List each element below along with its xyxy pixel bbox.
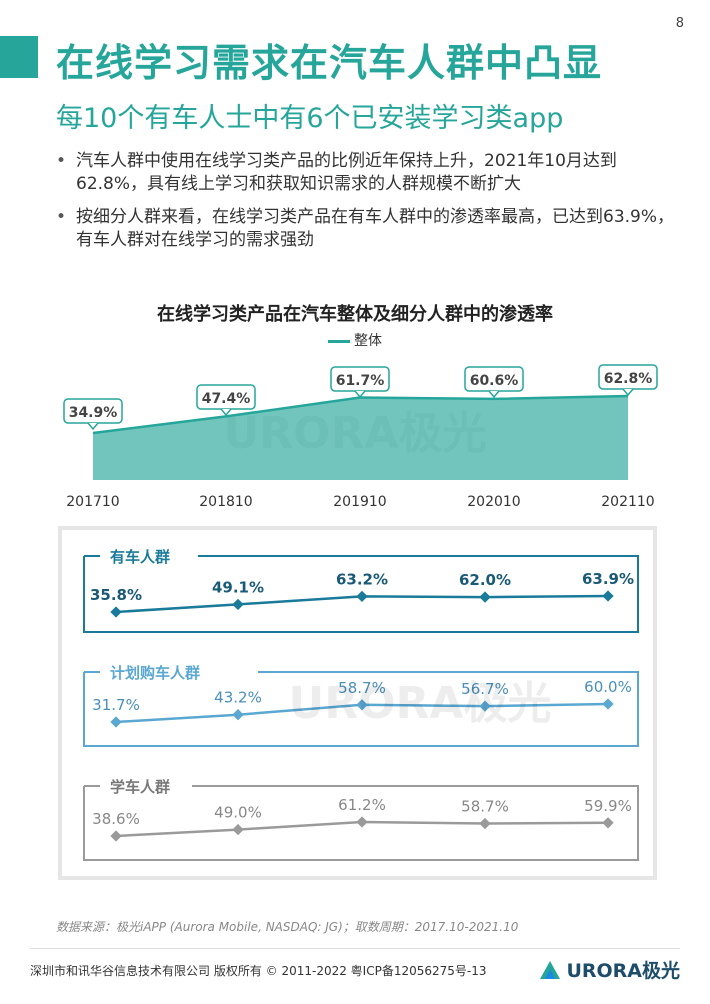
segment-point <box>356 816 368 828</box>
x-tick-label: 202010 <box>467 494 520 510</box>
segment-name: 有车人群 <box>110 548 170 566</box>
segment-point <box>479 700 491 712</box>
data-label: 47.4% <box>202 391 251 407</box>
segment-frame <box>83 785 639 861</box>
segment-point <box>356 699 368 711</box>
bullet-list: 汽车人群中使用在线学习类产品的比例近年保持上升，2021年10月达到62.8%，… <box>56 150 676 262</box>
data-label-pointer <box>220 408 232 417</box>
data-label: 60.6% <box>470 373 519 389</box>
title-accent-bar <box>0 36 38 78</box>
x-tick-label: 202110 <box>601 494 654 510</box>
page-number: 8 <box>675 16 684 31</box>
segment-panel <box>58 526 657 880</box>
segment-value-label: 49.1% <box>212 578 264 596</box>
segment-name: 计划购车人群 <box>110 664 200 682</box>
segment-value-label: 38.6% <box>92 810 140 828</box>
segment-point <box>232 823 244 836</box>
area-fill <box>93 396 628 480</box>
segment-value-label: 58.7% <box>461 798 509 816</box>
data-label: 62.8% <box>604 371 653 387</box>
watermark-text: URORA极光 <box>289 678 552 729</box>
segment-value-label: 49.0% <box>214 804 262 822</box>
legend-swatch <box>328 339 350 343</box>
data-label-pointer <box>488 390 500 399</box>
chart-canvas: URORA极光 34.9% 47.4% 61.7% 60.6% 62.8% 201710 20… <box>58 364 658 880</box>
x-tick-label: 201710 <box>66 494 119 510</box>
segment-value-label: 62.0% <box>459 571 511 589</box>
segment-point <box>602 590 614 602</box>
bullet-item: 按细分人群来看，在线学习类产品在有车人群中的渗透率最高，已达到63.9%，有车人… <box>56 206 676 252</box>
data-label: 34.9% <box>69 405 118 421</box>
segment-frame <box>83 671 639 747</box>
segment-frame <box>83 555 639 633</box>
segment-value-label: 59.9% <box>584 797 632 815</box>
segment-point <box>479 591 491 603</box>
bullet-item: 汽车人群中使用在线学习类产品的比例近年保持上升，2021年10月达到62.8%，… <box>56 150 676 196</box>
page-title: 在线学习需求在汽车人群中凸显 <box>56 41 603 85</box>
segment-value-label: 61.2% <box>338 796 386 814</box>
footer-divider <box>30 948 680 949</box>
segment-value-label: 58.7% <box>338 679 386 697</box>
segment-value-label: 43.2% <box>214 689 262 707</box>
segment-name: 学车人群 <box>110 778 170 796</box>
data-label-pointer <box>87 422 99 431</box>
footer-copyright: 深圳市和讯华谷信息技术有限公司 版权所有 © 2011-2022 粤ICP备12… <box>30 964 487 978</box>
segment-point <box>356 590 368 603</box>
segment-value-label: 35.8% <box>90 586 142 604</box>
page-subtitle: 每10个有车人士中有6个已安装学习类app <box>56 103 564 134</box>
aurora-logo-icon <box>540 960 561 979</box>
brand-logo-text: URORA极光 <box>566 960 680 982</box>
data-label-pointer <box>354 390 366 399</box>
segment-point <box>602 817 614 829</box>
data-label-pointer <box>622 388 634 397</box>
x-tick-label: 201810 <box>199 494 252 510</box>
data-source-note: 数据来源：极光iAPP (Aurora Mobile, NASDAQ: JG)；… <box>56 920 519 934</box>
segment-value-label: 60.0% <box>584 678 632 696</box>
segment-value-label: 56.7% <box>461 680 509 698</box>
segment-value-label: 31.7% <box>92 696 140 714</box>
segment-value-label: 63.9% <box>582 570 634 588</box>
chart-legend: 整体 <box>0 330 710 350</box>
brand-logo: URORA极光 <box>538 956 680 983</box>
chart-title: 在线学习类产品在汽车整体及细分人群中的渗透率 <box>157 304 553 325</box>
segment-value-label: 63.2% <box>336 570 388 588</box>
data-label: 61.7% <box>336 373 385 389</box>
segment-point <box>602 698 614 710</box>
legend-label: 整体 <box>354 333 382 349</box>
x-tick-label: 201910 <box>333 494 386 510</box>
